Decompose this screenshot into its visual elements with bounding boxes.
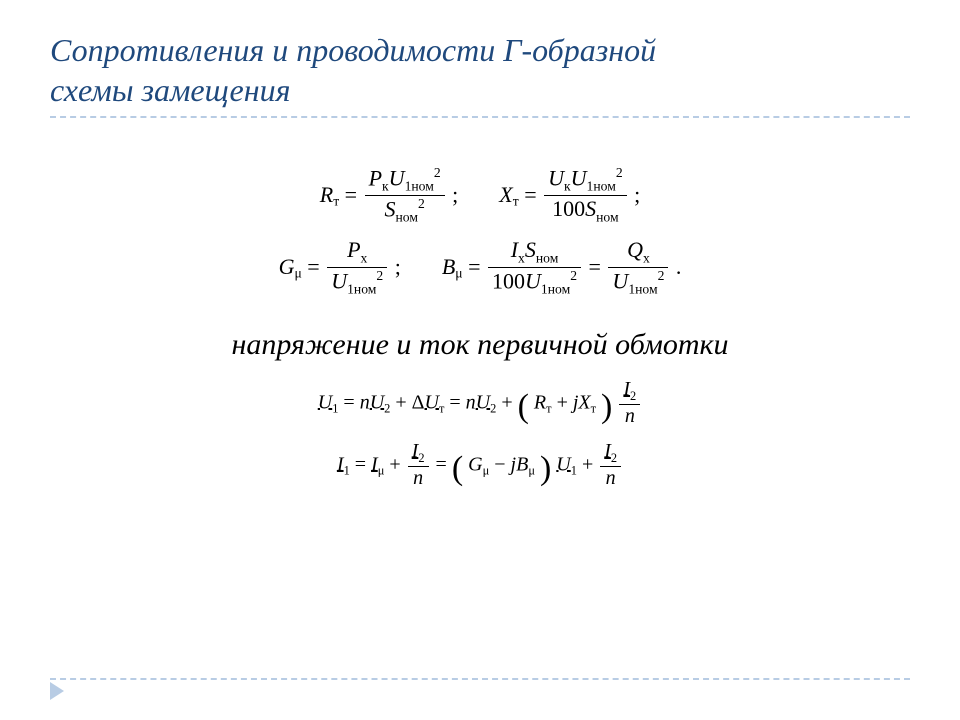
sym-B: B	[442, 255, 455, 280]
sym-I1: I	[337, 453, 344, 475]
frac-I2n-b: I2 n	[408, 440, 429, 490]
sym-G: G	[279, 255, 295, 280]
frac-I2n-c: I2 n	[600, 440, 621, 490]
equation-row-4: I1 = Iμ + I2 n = ( Gμ − jBμ ) U1 + I2 n	[50, 440, 910, 490]
title-line-1: Сопротивления и проводимости Г-образной	[50, 32, 656, 68]
divider-bottom	[50, 678, 910, 680]
sym-X: X	[499, 182, 512, 207]
frac-Gmu: Pх U1ном2	[327, 237, 387, 297]
frac-Bmu-2: Qх U1ном2	[608, 237, 668, 297]
equation-row-2: Gμ = Pх U1ном2 ; Bμ = IхSном 100U1ном2	[50, 237, 910, 297]
subtitle: напряжение и ток первичной обмотки	[50, 328, 910, 362]
title-line-2: схемы замещения	[50, 72, 291, 108]
sym-R: R	[320, 182, 333, 207]
frac-Bmu-1: IхSном 100U1ном2	[488, 237, 581, 297]
equation-row-3: U1 = nU2 + ΔUт = nU2 + ( Rт + jXт ) I2 n	[50, 378, 910, 428]
frac-I2n-a: I2 n	[619, 378, 640, 428]
arrow-icon	[50, 682, 64, 700]
frac-Rt: PкU1ном2 Sном2	[365, 165, 445, 225]
frac-Xt: UкU1ном2 100Sном	[544, 165, 627, 225]
slide: Сопротивления и проводимости Г-образной …	[0, 0, 960, 720]
content-area: Rт = PкU1ном2 Sном2 ; Xт = UкU1ном2 100S…	[50, 118, 910, 490]
slide-title: Сопротивления и проводимости Г-образной …	[50, 30, 910, 110]
sym-U1: U	[318, 391, 332, 413]
equation-row-1: Rт = PкU1ном2 Sном2 ; Xт = UкU1ном2 100S…	[50, 165, 910, 225]
